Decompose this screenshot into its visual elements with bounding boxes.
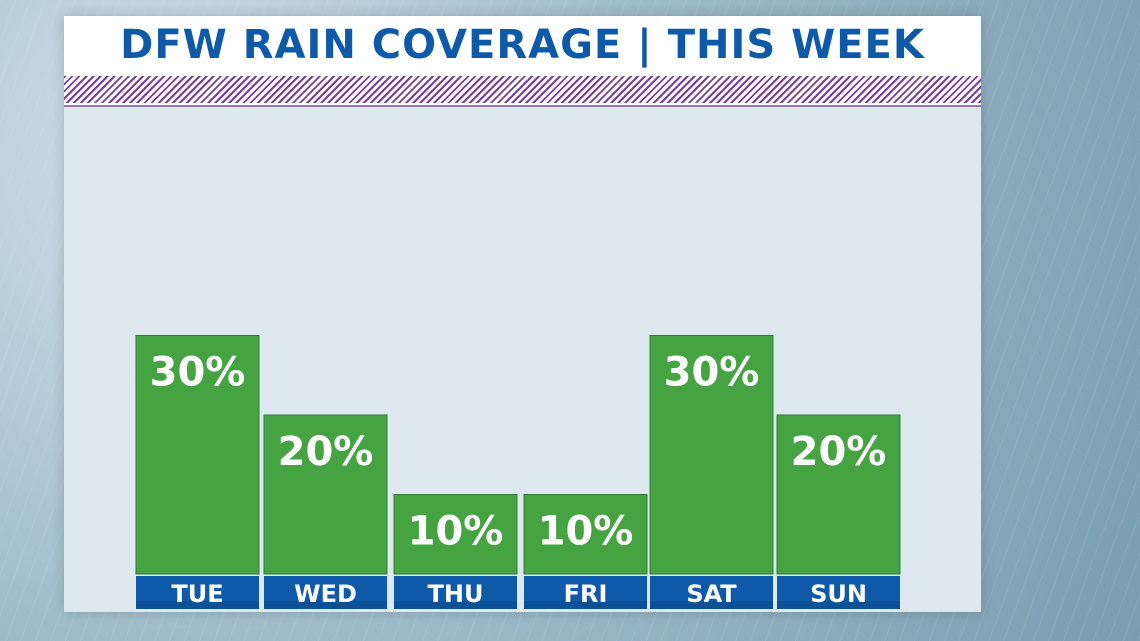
bar-thu (393, 494, 518, 575)
day-label: TUE (171, 580, 223, 608)
chart-panel: DFW RAIN COVERAGE | THIS WEEK (64, 16, 981, 612)
stripe-divider (64, 105, 981, 107)
day-label: FRI (564, 580, 608, 608)
day-label: WED (294, 580, 357, 608)
day-label: SAT (686, 580, 737, 608)
day-label: THU (428, 580, 484, 608)
bar-fri (523, 494, 648, 575)
bar-wed (263, 414, 388, 575)
day-label-shadow (650, 601, 773, 609)
bar-tue (135, 335, 260, 575)
bar-value-label: 10% (538, 509, 634, 555)
bars-layer (135, 335, 901, 575)
day-label-shadow (264, 601, 387, 609)
title-bar: DFW RAIN COVERAGE | THIS WEEK (64, 16, 981, 74)
bar-value-label: 20% (278, 429, 374, 475)
day-label-shadow (394, 601, 517, 609)
day-label: SUN (810, 580, 867, 608)
day-label-shadow (136, 601, 259, 609)
day-label-shadow (777, 601, 900, 609)
title-stripes (64, 76, 981, 103)
bar-value-label: 30% (150, 350, 246, 396)
day-label-shadow (524, 601, 647, 609)
page-title: DFW RAIN COVERAGE | THIS WEEK (120, 22, 925, 68)
bar-sun (776, 414, 901, 575)
labels-layer: 30% TUE 20% WED 10% THU 10% FRI 30% SAT 20% SUN (136, 350, 900, 609)
bar-sat (649, 335, 774, 575)
bar-value-label: 10% (408, 509, 504, 555)
bar-value-label: 20% (791, 429, 887, 475)
bar-value-label: 30% (664, 350, 760, 396)
